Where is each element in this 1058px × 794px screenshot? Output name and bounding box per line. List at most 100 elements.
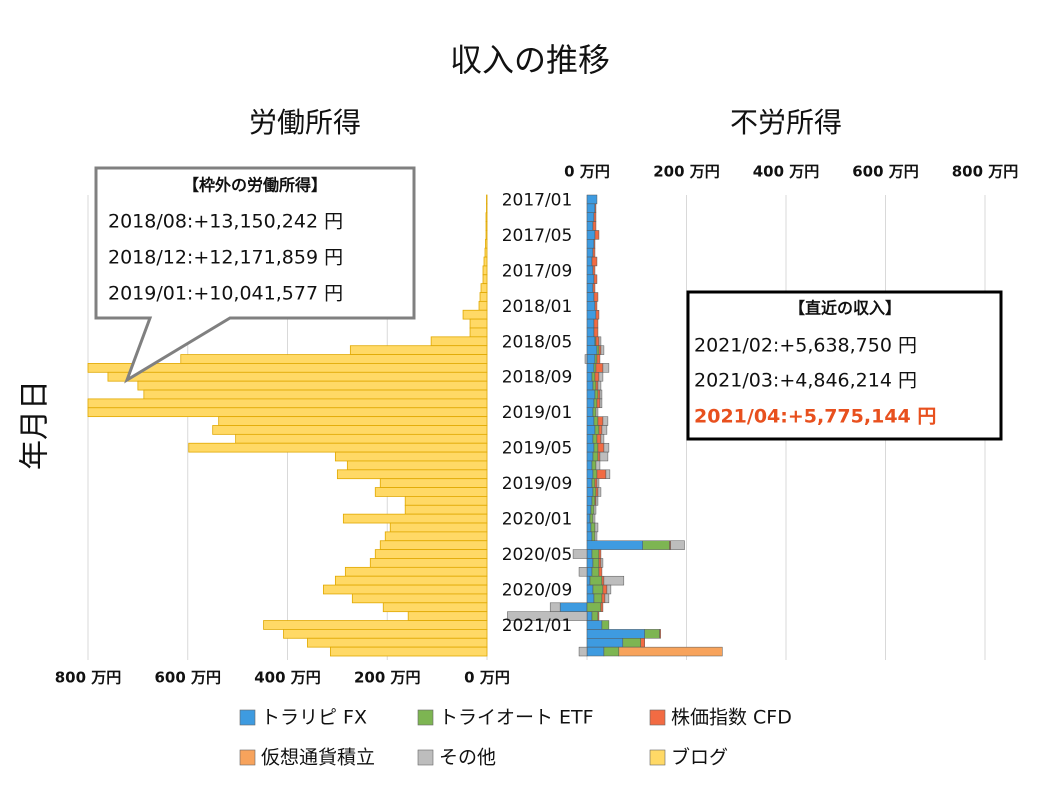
bar [594, 354, 598, 364]
bar [578, 567, 588, 577]
bar [595, 496, 599, 506]
bar [379, 540, 488, 551]
bar [484, 247, 488, 258]
bar [590, 522, 596, 533]
bar [593, 274, 598, 284]
bar [87, 398, 488, 409]
bar [485, 238, 488, 249]
bar [592, 434, 598, 444]
y-tick-label: 2017/09 [502, 261, 573, 281]
y-axis-label: 年月日 [18, 380, 53, 470]
bar [592, 558, 600, 568]
right-title: 不労所得 [730, 106, 842, 139]
bar [603, 646, 620, 657]
bar [595, 460, 601, 471]
annotation-line: 2018/12:+12,171,859 円 [108, 247, 343, 269]
bar [485, 212, 488, 222]
annotation-title: 【枠外の労働所得】 [183, 176, 327, 195]
x-tick-label: 400 万円 [753, 163, 820, 181]
bar [600, 558, 604, 568]
bar [595, 336, 600, 346]
bar [593, 442, 599, 453]
bar [586, 239, 595, 249]
y-tick-label: 2021/01 [502, 616, 573, 636]
bar [593, 363, 597, 373]
bar [478, 300, 488, 311]
bar [586, 372, 593, 382]
bar [586, 646, 605, 657]
bar [597, 487, 602, 497]
bar [600, 602, 604, 612]
bar [593, 212, 597, 222]
bar [597, 389, 601, 400]
bar [334, 451, 488, 462]
bar [586, 301, 596, 311]
bar [598, 549, 602, 559]
bar [670, 540, 685, 550]
bar [469, 318, 488, 329]
bar [595, 363, 604, 373]
bar [180, 354, 488, 364]
y-tick-label: 2020/09 [502, 581, 573, 601]
bar [589, 513, 594, 524]
bar [600, 434, 605, 444]
y-tick-label: 2018/09 [502, 368, 573, 388]
x-tick-label: 0 万円 [564, 163, 610, 181]
bar [596, 434, 602, 444]
box [686, 290, 1003, 441]
bar [586, 292, 595, 302]
bar [586, 496, 593, 506]
bar [605, 469, 611, 479]
bar [593, 292, 599, 302]
x-tick-label: 400 万円 [254, 669, 321, 687]
bar [404, 496, 488, 506]
bar [283, 629, 488, 639]
bar [351, 593, 488, 604]
bar [462, 309, 488, 320]
bar [593, 398, 598, 409]
bar [469, 327, 488, 338]
bar [586, 540, 643, 550]
bar [598, 345, 602, 355]
bar [336, 469, 488, 480]
bar [586, 407, 594, 417]
bar [603, 575, 625, 586]
bar [597, 442, 605, 453]
bar [137, 380, 488, 391]
bar [599, 398, 603, 409]
bar [586, 345, 598, 355]
bar [597, 416, 604, 426]
bar [586, 363, 595, 373]
legend-label: 株価指数 CFD [671, 707, 792, 729]
bar [586, 522, 592, 533]
bar [595, 310, 600, 320]
annotation-line: 2021/02:+5,638,750 円 [694, 335, 917, 357]
bar [592, 283, 596, 293]
bar [586, 230, 596, 240]
bar [586, 478, 593, 488]
bar [586, 567, 593, 577]
bar [586, 629, 645, 639]
bar [485, 230, 488, 240]
bar [604, 593, 610, 604]
bar [591, 611, 599, 621]
x-tick-label: 600 万円 [852, 163, 919, 181]
y-tick-label: 2019/05 [502, 439, 573, 459]
bar [593, 505, 597, 515]
bar [599, 389, 603, 400]
bar [586, 212, 595, 222]
bar [482, 274, 488, 285]
bar [640, 638, 645, 648]
bar [586, 593, 595, 604]
bar [307, 637, 488, 648]
legend-swatch [239, 709, 256, 726]
bar [342, 513, 488, 524]
y-tick-label: 2019/09 [502, 474, 573, 494]
bar [586, 425, 596, 435]
x-tick-label: 200 万円 [354, 669, 421, 687]
bar [598, 558, 602, 568]
bar [594, 478, 598, 488]
bar [485, 221, 488, 231]
bar [586, 380, 594, 391]
